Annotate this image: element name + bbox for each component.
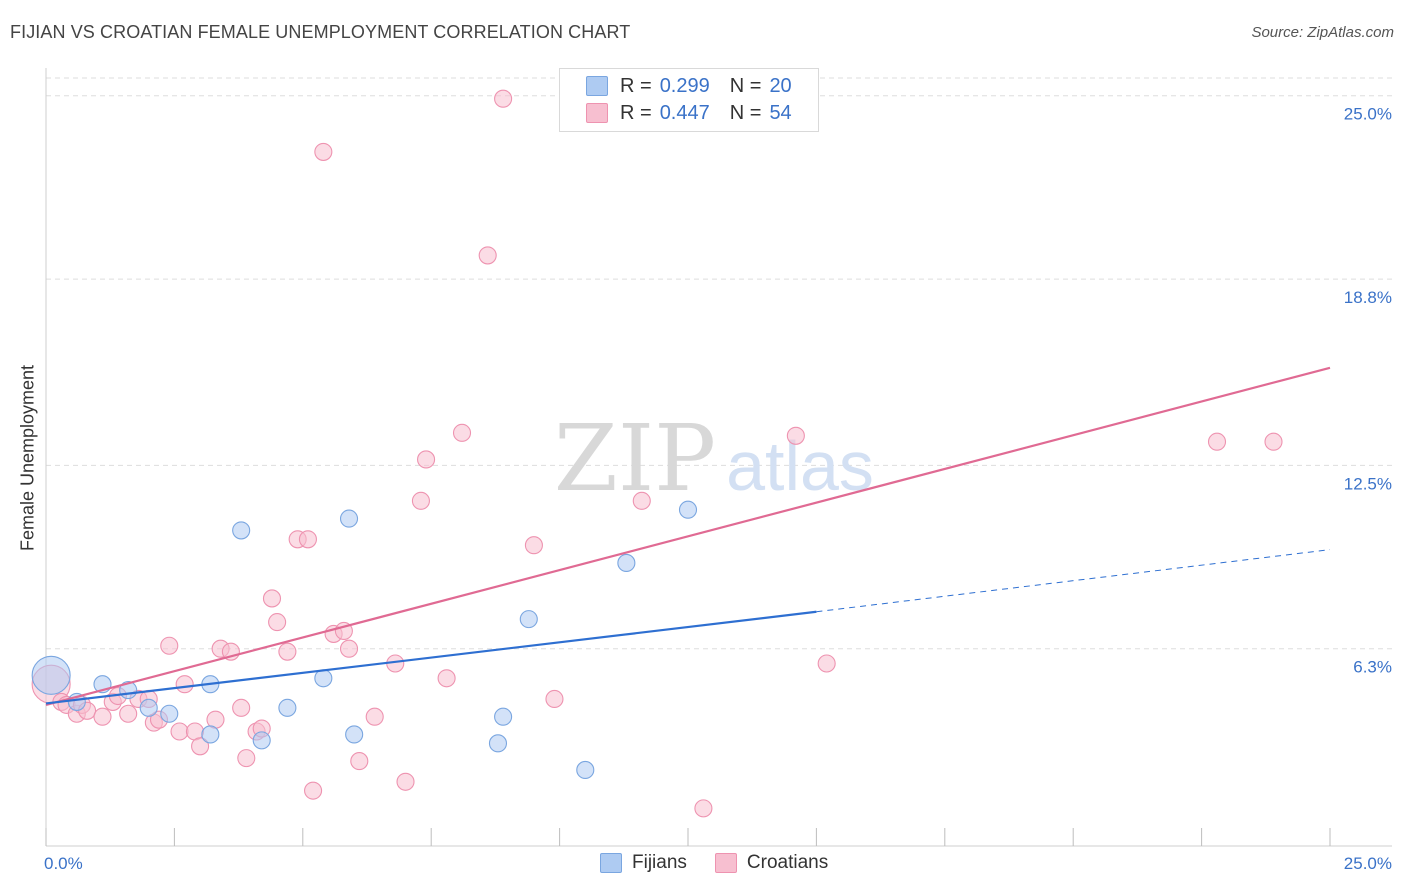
y-tick-label: 12.5% <box>1344 474 1392 493</box>
fijians-legend-label: Fijians <box>632 852 687 873</box>
fijians-point <box>339 509 359 528</box>
fijians-point <box>345 725 364 744</box>
croatians-point <box>365 707 384 726</box>
watermark-zip: ZIP <box>554 405 716 512</box>
croatians-point <box>268 613 287 632</box>
fijians-point <box>576 760 595 779</box>
croatians-n-value: 54 <box>769 101 792 124</box>
source-label: Source: ZipAtlas.com <box>1251 24 1394 41</box>
y-tick-label: 25.0% <box>1344 105 1392 124</box>
y-axis-label: Female Unemployment <box>17 364 38 552</box>
x-tick-label: 25.0% <box>1344 854 1392 873</box>
croatians-point <box>478 246 497 265</box>
fijians-point <box>252 731 271 750</box>
croatians-trend-line <box>45 366 1331 706</box>
croatians-legend-label: Croatians <box>746 852 829 873</box>
x-tick-label: 0.0% <box>44 854 83 873</box>
fijians-point <box>494 707 513 726</box>
series-legend: Fijians Croatians <box>600 852 856 874</box>
croatians-point <box>1207 432 1227 451</box>
fijians-legend-swatch <box>600 853 622 873</box>
croatians-point <box>314 142 333 161</box>
fijians-point <box>160 704 179 723</box>
fijians-point <box>201 725 220 744</box>
stats-legend: R = 0.299 N = 20 R = 0.447 N = 54 <box>559 68 819 132</box>
croatians-point <box>694 799 713 818</box>
legend-row-fijians: R = 0.299 N = 20 <box>586 73 792 99</box>
croatians-point <box>339 639 359 658</box>
croatians-point <box>278 642 297 661</box>
croatians-point <box>237 749 256 768</box>
fijians-trend-line <box>45 610 817 705</box>
fijians-point <box>519 610 538 629</box>
watermark: ZIP atlas <box>554 405 874 512</box>
croatians-point <box>93 707 112 726</box>
croatians-point <box>417 450 436 469</box>
croatians-point <box>160 636 179 655</box>
gridlines <box>46 77 1392 650</box>
croatians-point <box>786 426 805 445</box>
croatians-swatch <box>586 103 608 123</box>
trend-lines <box>45 366 1331 706</box>
fijians-point <box>31 655 71 695</box>
y-tick-label: 6.3% <box>1353 658 1392 677</box>
fijians-r-value: 0.299 <box>659 74 710 97</box>
legend-row-croatians: R = 0.447 N = 54 <box>586 100 792 126</box>
croatians-point <box>545 689 564 709</box>
croatians-point <box>452 423 472 442</box>
fijians-point <box>617 553 636 573</box>
legend-item-fijians[interactable]: Fijians <box>600 852 687 874</box>
croatians-point <box>437 669 456 688</box>
croatians-legend-swatch <box>714 853 737 873</box>
fijians-trend-extension <box>816 549 1331 613</box>
legend-item-croatians[interactable]: Croatians <box>714 852 829 874</box>
croatians-n-label: N = <box>729 101 762 124</box>
y-tick-label: 18.8% <box>1344 288 1392 307</box>
chart-title: FIJIAN VS CROATIAN FEMALE UNEMPLOYMENT C… <box>10 22 631 42</box>
croatians-point <box>304 781 323 800</box>
croatians-r-label: R = <box>620 101 652 124</box>
scatter-points <box>31 89 1283 818</box>
fijians-point <box>278 698 297 717</box>
fijians-point <box>232 521 251 540</box>
croatians-point <box>524 536 543 555</box>
croatians-point <box>411 491 430 510</box>
fijians-point <box>314 669 333 688</box>
fijians-swatch <box>586 76 608 96</box>
croatians-point <box>232 698 251 717</box>
fijians-point <box>678 500 698 519</box>
fijians-n-value: 20 <box>769 74 792 97</box>
croatians-point <box>1264 432 1283 451</box>
croatians-point <box>396 772 415 791</box>
axes <box>45 68 1392 847</box>
fijians-point <box>488 734 508 753</box>
croatians-point <box>262 589 282 608</box>
croatians-point <box>119 704 138 723</box>
tick-labels: 6.3% 12.5% 18.8% 25.0% 0.0% 25.0% <box>44 105 1392 873</box>
fijians-n-label: N = <box>729 74 762 97</box>
fijians-point <box>139 698 158 717</box>
fijians-r-label: R = <box>620 74 652 97</box>
croatians-point <box>350 752 369 771</box>
croatians-point <box>632 491 651 510</box>
croatians-point <box>817 654 836 673</box>
croatians-point <box>494 89 513 108</box>
croatians-point <box>298 530 317 549</box>
croatians-r-value: 0.447 <box>659 101 710 124</box>
croatians-point <box>175 675 194 694</box>
croatians-point <box>191 737 210 756</box>
croatians-point <box>170 722 189 741</box>
